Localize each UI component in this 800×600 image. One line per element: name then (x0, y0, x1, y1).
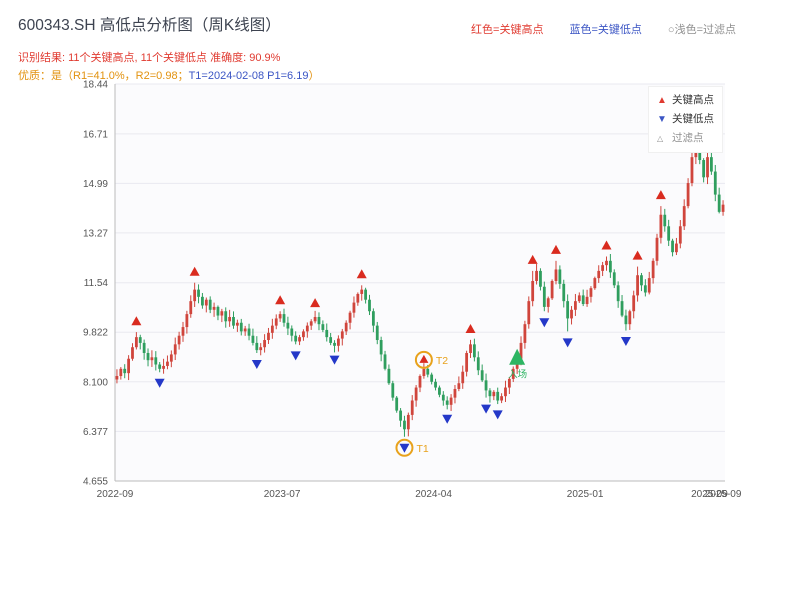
svg-text:9.822: 9.822 (83, 328, 108, 339)
svg-text:13.27: 13.27 (83, 228, 108, 239)
recognition-result-text: 识别结果: 11个关键高点, 11个关键低点 准确度: 90.9% (18, 52, 281, 64)
svg-text:2025-01: 2025-01 (567, 489, 604, 500)
quality-text: 优质：是（R1=41.0%，R2=0.98；T1=2024-02-08 P1=6… (18, 67, 319, 83)
legend-item-filtered: △ 过滤点 (657, 129, 714, 148)
legend-key-low-label: 蓝色=关键低点 (569, 24, 642, 36)
svg-text:4.655: 4.655 (83, 477, 108, 488)
quality-t1-value: T1=2024-02-08 P1=6.19 (188, 70, 309, 82)
svg-text:6.377: 6.377 (83, 427, 108, 438)
legend-item-key-high-label: 关键高点 (672, 94, 714, 106)
svg-text:14.99: 14.99 (83, 179, 108, 190)
legend-item-filtered-label: 过滤点 (672, 132, 704, 144)
svg-text:入场: 入场 (508, 370, 527, 381)
quality-suffix: ） (308, 70, 320, 82)
svg-text:11.54: 11.54 (84, 278, 109, 289)
top-legend: 红色=关键高点 蓝色=关键低点 ○浅色=过滤点 (471, 21, 736, 37)
svg-text:16.71: 16.71 (83, 129, 108, 140)
legend-item-key-high: ▲ 关键高点 (657, 91, 714, 110)
legend-item-key-low-label: 关键低点 (672, 113, 714, 125)
svg-text:2024-04: 2024-04 (415, 489, 452, 500)
page-title: 600343.SH 高低点分析图（周K线图） (18, 17, 281, 34)
in-chart-legend: ▲ 关键高点 ▼ 关键低点 △ 过滤点 (648, 86, 723, 153)
legend-filtered-label: ○浅色=过滤点 (667, 24, 736, 36)
svg-text:2025-09: 2025-09 (705, 489, 742, 500)
svg-text:2025-09: 2025-09 (691, 489, 728, 500)
svg-text:18.44: 18.44 (83, 80, 108, 91)
svg-text:2022-09: 2022-09 (97, 489, 134, 500)
legend-key-high-label: 红色=关键高点 (471, 24, 544, 36)
legend-item-key-low: ▼ 关键低点 (657, 110, 714, 129)
svg-text:T2: T2 (436, 355, 448, 367)
svg-text:T1: T1 (416, 443, 428, 455)
svg-text:2023-07: 2023-07 (264, 489, 301, 500)
up-triangle-icon: ▲ (657, 95, 667, 106)
down-triangle-icon: ▼ (657, 114, 667, 125)
svg-text:8.100: 8.100 (83, 377, 108, 388)
outline-triangle-icon: △ (657, 134, 664, 143)
quality-prefix: 优质：是（R1=41.0%，R2=0.98； (18, 70, 189, 82)
